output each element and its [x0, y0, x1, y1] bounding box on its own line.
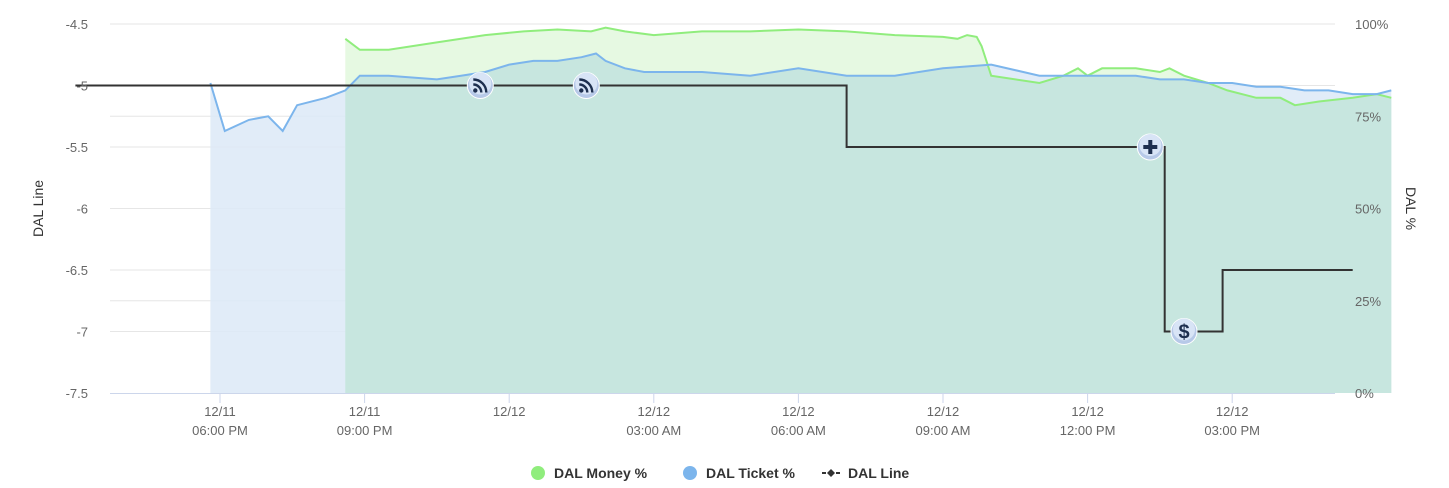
y-left-tick-label: -6.5: [66, 263, 88, 278]
x-tick-label-date: 12/12: [493, 404, 526, 419]
plus-bar: [1148, 140, 1153, 154]
rss-dot: [579, 88, 584, 93]
y-right-tick-label: 50%: [1355, 202, 1381, 217]
dal-line-step: [75, 84, 1353, 333]
x-tick-label-time: 09:00 PM: [337, 423, 393, 438]
x-tick-label-time: 03:00 AM: [626, 423, 681, 438]
y-axis-right: 100% 75% 50% 25% 0% DAL %: [1355, 17, 1419, 401]
legend-symbol: [531, 466, 545, 480]
y-right-axis-title: DAL %: [1403, 187, 1419, 230]
x-tick-label-date: 12/12: [1071, 404, 1104, 419]
x-tick-label-date: 12/12: [1216, 404, 1249, 419]
rss-icon[interactable]: [572, 72, 600, 99]
legend-item[interactable]: DAL Line: [822, 465, 909, 481]
y-left-tick-label: -7.5: [66, 386, 88, 401]
event-markers: $: [466, 72, 1198, 345]
y-left-tick-label: -6: [76, 202, 88, 217]
legend-symbol-diamond: [827, 469, 835, 477]
rss-arc: [473, 78, 488, 93]
y-right-tick-label: 0%: [1355, 386, 1374, 401]
x-tick-label-date: 12/12: [638, 404, 671, 419]
x-tick-label-time: 03:00 PM: [1204, 423, 1260, 438]
dal-ticket-line: [209, 52, 1392, 133]
x-axis: 12/11 06:00 PM 12/11 09:00 PM 12/12 12/12 03:0…: [192, 393, 1260, 438]
y-left-tick-label: -7: [76, 325, 88, 340]
rss-arc: [473, 83, 483, 93]
x-tick-label-time: 09:00 AM: [916, 423, 971, 438]
x-tick-label-time: 12:00 PM: [1060, 423, 1116, 438]
dollar-icon[interactable]: $: [1170, 318, 1198, 345]
y-right-tick-label: 25%: [1355, 294, 1381, 309]
rss-arc: [579, 78, 594, 93]
marker-highlight: [1173, 318, 1195, 341]
series-group: [75, 26, 1392, 393]
y-right-tick-label: 100%: [1355, 17, 1389, 32]
legend-label: DAL Money %: [554, 465, 648, 481]
x-tick-label-time: 06:00 AM: [771, 423, 826, 438]
legend-item[interactable]: DAL Money %: [531, 465, 648, 481]
legend-label: DAL Ticket %: [706, 465, 796, 481]
x-tick-label-date: 12/11: [204, 404, 236, 419]
legend-symbol: [683, 466, 697, 480]
legend: DAL Money % DAL Ticket % DAL Line: [531, 465, 909, 481]
legend-label: DAL Line: [848, 465, 909, 481]
x-tick-label-date: 12/11: [349, 404, 381, 419]
rss-arc: [579, 83, 589, 93]
x-tick-label-date: 12/12: [782, 404, 815, 419]
y-axis-left: -4.5 -5 -5.5 -6 -6.5 -7 -7.5 DAL Line: [30, 17, 88, 401]
plus-icon[interactable]: [1136, 133, 1164, 161]
overlap-area: [345, 53, 1392, 393]
x-tick-label-date: 12/12: [927, 404, 960, 419]
legend-item[interactable]: DAL Ticket %: [683, 465, 796, 481]
rss-icon[interactable]: [466, 72, 494, 99]
dollar-glyph: $: [1178, 322, 1189, 344]
dal-money-line: [344, 26, 1392, 107]
y-left-tick-label: -4.5: [66, 17, 88, 32]
y-right-tick-label: 75%: [1355, 109, 1381, 124]
y-left-tick-label: -5: [76, 79, 88, 94]
y-left-axis-title: DAL Line: [30, 180, 46, 237]
rss-dot: [473, 88, 478, 93]
x-tick-label-time: 06:00 PM: [192, 423, 248, 438]
y-left-tick-label: -5.5: [66, 140, 88, 155]
